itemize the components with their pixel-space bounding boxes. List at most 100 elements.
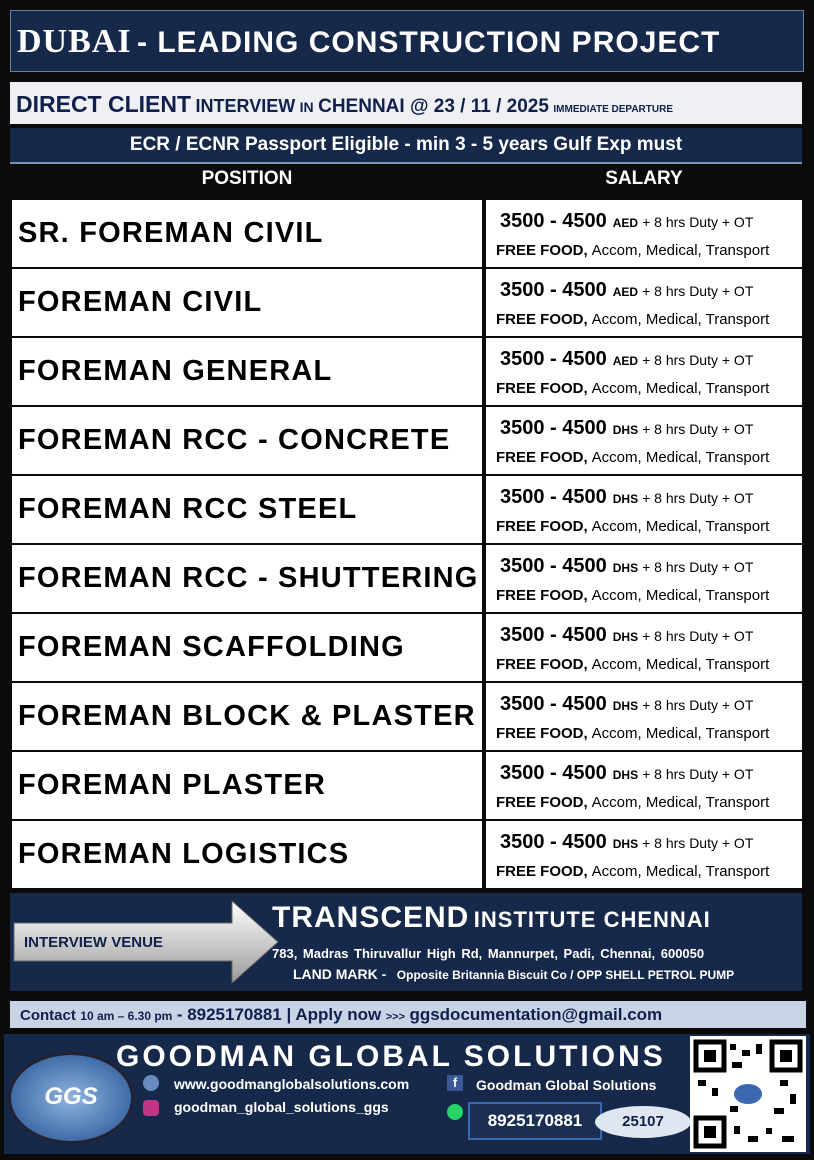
address: 783, Madras Thiruvallur High Rd, Mannurp…: [272, 946, 705, 961]
qr-code: [690, 1036, 806, 1152]
website: www.goodmanglobalsolutions.com: [174, 1076, 410, 1092]
currency: DHS: [612, 699, 639, 713]
position: FOREMAN LOGISTICS: [12, 821, 482, 888]
extras: + 8 hrs Duty + OT: [642, 352, 754, 368]
header-salary: SALARY: [605, 168, 683, 189]
salary: 3500 - 4500: [500, 486, 607, 508]
extras: + 8 hrs Duty + OT: [642, 559, 754, 575]
contact-arrows: >>>: [385, 1011, 405, 1023]
footer: GGS GOODMAN GLOBAL SOLUTIONS www.goodman…: [4, 1034, 810, 1154]
contact-label: Contact: [20, 1007, 76, 1024]
benefits: Accom, Medical, Transport: [591, 242, 770, 259]
facebook: Goodman Global Solutions: [476, 1077, 657, 1093]
salary: 3500 - 4500: [500, 555, 607, 577]
benefits-line: FREE FOOD, Accom, Medical, Transport: [496, 656, 769, 673]
salary: 3500 - 4500: [500, 279, 607, 301]
landmark-line: LAND MARK - Opposite Britannia Biscuit C…: [293, 966, 734, 984]
salary: 3500 - 4500: [500, 762, 607, 784]
extras: + 8 hrs Duty + OT: [642, 490, 754, 506]
benefits-bold: FREE FOOD,: [496, 587, 588, 604]
position: SR. FOREMAN CIVIL: [12, 200, 482, 267]
benefits-line: FREE FOOD, Accom, Medical, Transport: [496, 725, 769, 742]
salary-line: 3500 - 4500 DHS + 8 hrs Duty + OT: [500, 486, 753, 509]
eligibility: ECR / ECNR Passport Eligible - min 3 - 5…: [10, 128, 802, 164]
table-row: FOREMAN BLOCK & PLASTER 3500 - 4500 DHS + 8…: [12, 683, 802, 750]
contact-phone: - 8925170881 | Apply now: [176, 1005, 382, 1024]
position: FOREMAN RCC - SHUTTERING: [12, 545, 482, 612]
in-word: IN: [299, 99, 314, 115]
position: FOREMAN GENERAL: [12, 338, 482, 405]
currency: DHS: [612, 561, 639, 575]
position: FOREMAN CIVIL: [12, 269, 482, 336]
currency: DHS: [612, 492, 639, 506]
contact-bar: Contact 10 am – 6.30 pm - 8925170881 | A…: [10, 1001, 806, 1028]
logo-text: GGS: [44, 1083, 98, 1110]
benefits: Accom, Medical, Transport: [591, 587, 770, 604]
salary-cell: 3500 - 4500 AED + 8 hrs Duty + OT FREE FOOD…: [486, 338, 802, 405]
table-row: FOREMAN LOGISTICS 3500 - 4500 DHS + 8 hrs D…: [12, 821, 802, 888]
extras: + 8 hrs Duty + OT: [642, 421, 754, 437]
landmark: Opposite Britannia Biscuit Co / OPP SHEL…: [396, 968, 735, 982]
salary-cell: 3500 - 4500 AED + 8 hrs Duty + OT FREE FOOD…: [486, 269, 802, 336]
benefits-bold: FREE FOOD,: [496, 794, 588, 811]
extras: + 8 hrs Duty + OT: [642, 835, 754, 851]
title-main: DUBAI: [17, 23, 132, 60]
currency: DHS: [612, 423, 639, 437]
salary-line: 3500 - 4500 DHS + 8 hrs Duty + OT: [500, 693, 753, 716]
salary-cell: 3500 - 4500 DHS + 8 hrs Duty + OT FREE FOOD…: [486, 614, 802, 681]
extras: + 8 hrs Duty + OT: [642, 697, 754, 713]
venue-label: INTERVIEW VENUE: [24, 934, 163, 951]
salary-line: 3500 - 4500 DHS + 8 hrs Duty + OT: [500, 555, 753, 578]
benefits-bold: FREE FOOD,: [496, 725, 588, 742]
benefits-bold: FREE FOOD,: [496, 311, 588, 328]
table-row: FOREMAN GENERAL 3500 - 4500 AED + 8 hrs Dut…: [12, 338, 802, 405]
interview-bar: DIRECT CLIENT INTERVIEW IN CHENNAI @ 23 …: [10, 82, 802, 124]
interview-line: DIRECT CLIENT INTERVIEW IN CHENNAI @ 23 …: [16, 91, 673, 118]
benefits-bold: FREE FOOD,: [496, 518, 588, 535]
benefits-line: FREE FOOD, Accom, Medical, Transport: [496, 794, 769, 811]
currency: AED: [612, 285, 639, 299]
salary-cell: 3500 - 4500 DHS + 8 hrs Duty + OT FREE FOOD…: [486, 821, 802, 888]
contact-email: ggsdocumentation@gmail.com: [409, 1005, 663, 1024]
extras: + 8 hrs Duty + OT: [642, 628, 754, 644]
salary-cell: 3500 - 4500 DHS + 8 hrs Duty + OT FREE FOOD…: [486, 476, 802, 543]
code: 25107: [595, 1106, 691, 1138]
benefits: Accom, Medical, Transport: [591, 311, 770, 328]
salary: 3500 - 4500: [500, 624, 607, 646]
benefits-line: FREE FOOD, Accom, Medical, Transport: [496, 863, 769, 880]
position: FOREMAN PLASTER: [12, 752, 482, 819]
currency: AED: [612, 354, 639, 368]
place-date: CHENNAI @ 23 / 11 / 2025: [318, 96, 549, 117]
salary: 3500 - 4500: [500, 693, 607, 715]
salary: 3500 - 4500: [500, 831, 607, 853]
benefits-line: FREE FOOD, Accom, Medical, Transport: [496, 311, 769, 328]
salary: 3500 - 4500: [500, 210, 607, 232]
position: FOREMAN RCC STEEL: [12, 476, 482, 543]
header-position: POSITION: [201, 168, 293, 189]
extras: + 8 hrs Duty + OT: [642, 214, 754, 230]
salary: 3500 - 4500: [500, 348, 607, 370]
title-bar: DUBAI - LEADING CONSTRUCTION PROJECT: [10, 10, 804, 72]
instagram-icon: [143, 1100, 159, 1116]
table-row: FOREMAN RCC - CONCRETE 3500 - 4500 DHS + 8 …: [12, 407, 802, 474]
benefits-line: FREE FOOD, Accom, Medical, Transport: [496, 449, 769, 466]
salary-cell: 3500 - 4500 DHS + 8 hrs Duty + OT FREE FOOD…: [486, 683, 802, 750]
instagram: goodman_global_solutions_ggs: [174, 1099, 389, 1115]
salary-line: 3500 - 4500 DHS + 8 hrs Duty + OT: [500, 417, 753, 440]
client: DIRECT CLIENT: [16, 91, 192, 117]
table-row: FOREMAN SCAFFOLDING 3500 - 4500 DHS + 8 hrs…: [12, 614, 802, 681]
benefits: Accom, Medical, Transport: [591, 794, 770, 811]
venue-name-big: TRANSCEND: [272, 901, 470, 934]
table-row: SR. FOREMAN CIVIL 3500 - 4500 AED + 8 hrs D…: [12, 200, 802, 267]
salary-cell: 3500 - 4500 DHS + 8 hrs Duty + OT FREE FOOD…: [486, 752, 802, 819]
departure: IMMEDIATE DEPARTURE: [553, 104, 674, 115]
table-row: FOREMAN RCC STEEL 3500 - 4500 DHS + 8 hrs D…: [12, 476, 802, 543]
benefits: Accom, Medical, Transport: [591, 656, 770, 673]
title-rest: - LEADING CONSTRUCTION PROJECT: [137, 26, 721, 59]
benefits-line: FREE FOOD, Accom, Medical, Transport: [496, 587, 769, 604]
position: FOREMAN SCAFFOLDING: [12, 614, 482, 681]
facebook-icon: f: [447, 1075, 463, 1091]
table-row: FOREMAN RCC - SHUTTERING 3500 - 4500 DHS + …: [12, 545, 802, 612]
venue-name: TRANSCEND INSTITUTE CHENNAI: [272, 901, 711, 935]
salary-line: 3500 - 4500 AED + 8 hrs Duty + OT: [500, 279, 753, 302]
